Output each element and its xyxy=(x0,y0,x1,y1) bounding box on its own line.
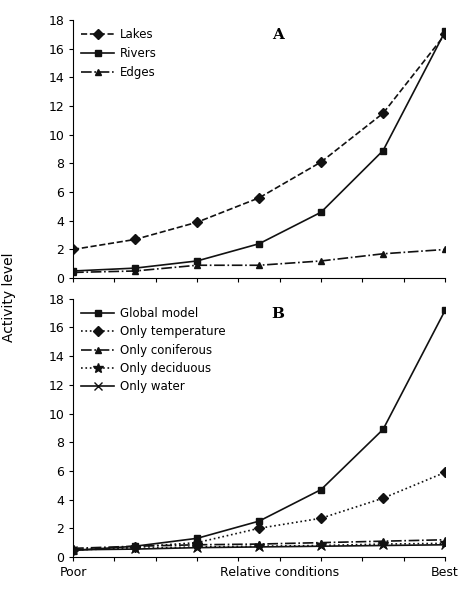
Only temperature xyxy=(132,544,138,551)
Global model xyxy=(70,547,76,554)
Global model xyxy=(380,426,386,433)
Rivers xyxy=(318,208,324,216)
Only deciduous xyxy=(318,542,324,549)
Only temperature xyxy=(70,546,76,554)
Text: Activity level: Activity level xyxy=(2,252,17,342)
Only deciduous xyxy=(442,540,448,547)
Only water xyxy=(70,546,76,554)
Line: Only temperature: Only temperature xyxy=(70,469,448,553)
Edges xyxy=(318,257,324,264)
Edges xyxy=(70,269,76,276)
Line: Lakes: Lakes xyxy=(70,31,448,253)
Lakes xyxy=(380,110,386,117)
Line: Rivers: Rivers xyxy=(70,28,448,274)
Only temperature xyxy=(380,495,386,502)
Edges xyxy=(380,250,386,257)
Line: Only water: Only water xyxy=(69,541,449,554)
Edges xyxy=(256,262,262,269)
Only coniferous xyxy=(380,538,386,545)
Lakes xyxy=(194,219,200,226)
Lakes xyxy=(70,246,76,253)
Only temperature xyxy=(442,469,448,476)
Global model xyxy=(318,486,324,493)
Only temperature xyxy=(194,539,200,546)
Only coniferous xyxy=(70,545,76,552)
Only coniferous xyxy=(442,536,448,544)
Only temperature xyxy=(256,525,262,532)
Legend: Global model, Only temperature, Only coniferous, Only deciduous, Only water: Global model, Only temperature, Only con… xyxy=(77,302,231,398)
Line: Only coniferous: Only coniferous xyxy=(70,536,448,552)
Rivers xyxy=(442,28,448,35)
Rivers xyxy=(194,257,200,264)
Only deciduous xyxy=(194,544,200,551)
Rivers xyxy=(132,264,138,271)
Edges xyxy=(194,262,200,269)
Only temperature xyxy=(318,514,324,522)
Line: Only deciduous: Only deciduous xyxy=(68,539,450,555)
Lakes xyxy=(256,194,262,201)
Line: Edges: Edges xyxy=(70,246,448,276)
Only coniferous xyxy=(318,539,324,546)
Only water xyxy=(256,544,262,551)
Lakes xyxy=(442,31,448,38)
Only water xyxy=(194,544,200,551)
Global model xyxy=(132,543,138,550)
Edges xyxy=(442,246,448,253)
Only coniferous xyxy=(194,541,200,548)
Only deciduous xyxy=(132,545,138,552)
Lakes xyxy=(132,236,138,243)
Only water xyxy=(380,542,386,549)
Only deciduous xyxy=(380,541,386,548)
Global model xyxy=(256,517,262,525)
Only coniferous xyxy=(132,543,138,550)
Lakes xyxy=(318,159,324,166)
Rivers xyxy=(380,147,386,154)
Only deciduous xyxy=(256,543,262,550)
Edges xyxy=(132,267,138,274)
Rivers xyxy=(256,240,262,247)
Global model xyxy=(194,535,200,542)
Legend: Lakes, Rivers, Edges: Lakes, Rivers, Edges xyxy=(77,24,162,84)
Only water xyxy=(132,545,138,552)
Only water xyxy=(318,543,324,550)
Global model xyxy=(442,307,448,314)
Only deciduous xyxy=(70,546,76,554)
Only coniferous xyxy=(256,541,262,548)
Line: Global model: Global model xyxy=(70,307,448,554)
Text: A: A xyxy=(272,28,283,42)
Rivers xyxy=(70,267,76,274)
Only water xyxy=(442,541,448,548)
Text: B: B xyxy=(271,307,284,321)
